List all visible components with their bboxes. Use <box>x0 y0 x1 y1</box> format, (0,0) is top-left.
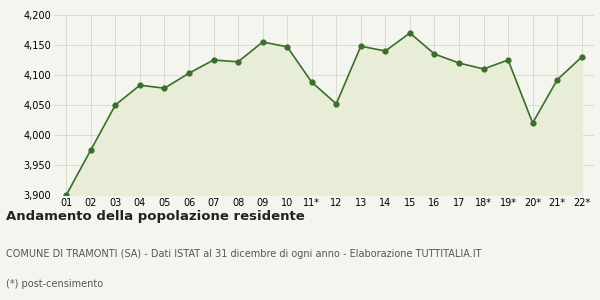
Point <box>380 49 390 53</box>
Text: COMUNE DI TRAMONTI (SA) - Dati ISTAT al 31 dicembre di ogni anno - Elaborazione : COMUNE DI TRAMONTI (SA) - Dati ISTAT al … <box>6 249 482 259</box>
Point <box>479 67 488 71</box>
Point <box>209 58 218 62</box>
Point <box>86 148 95 152</box>
Point <box>528 121 538 125</box>
Text: Andamento della popolazione residente: Andamento della popolazione residente <box>6 210 305 223</box>
Point <box>331 101 341 106</box>
Point <box>454 61 464 65</box>
Point <box>503 58 513 62</box>
Point <box>160 86 169 91</box>
Point <box>233 59 243 64</box>
Point <box>430 52 439 56</box>
Point <box>61 193 71 197</box>
Point <box>553 77 562 82</box>
Point <box>184 71 194 76</box>
Point <box>258 40 268 44</box>
Point <box>577 55 587 59</box>
Point <box>307 80 317 85</box>
Point <box>356 44 365 49</box>
Text: (*) post-censimento: (*) post-censimento <box>6 279 103 289</box>
Point <box>283 44 292 49</box>
Point <box>405 31 415 35</box>
Point <box>135 83 145 88</box>
Point <box>110 103 120 107</box>
